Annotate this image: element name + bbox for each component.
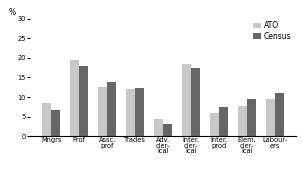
Bar (247, 99, 256, 136)
Bar (126, 89, 135, 136)
Bar (238, 106, 247, 136)
Bar (182, 64, 191, 136)
Bar (191, 68, 200, 136)
Text: %: % (9, 8, 16, 17)
Bar (219, 107, 228, 136)
Bar (107, 82, 116, 136)
Bar (210, 113, 219, 136)
Bar (266, 99, 275, 136)
Bar (79, 66, 88, 136)
Bar (275, 93, 284, 136)
Bar (42, 103, 51, 136)
Bar (135, 88, 144, 136)
Legend: ATO, Census: ATO, Census (252, 20, 292, 42)
Bar (163, 124, 172, 136)
Bar (154, 119, 163, 136)
Bar (51, 109, 60, 136)
Bar (98, 87, 107, 136)
Bar (70, 60, 79, 136)
